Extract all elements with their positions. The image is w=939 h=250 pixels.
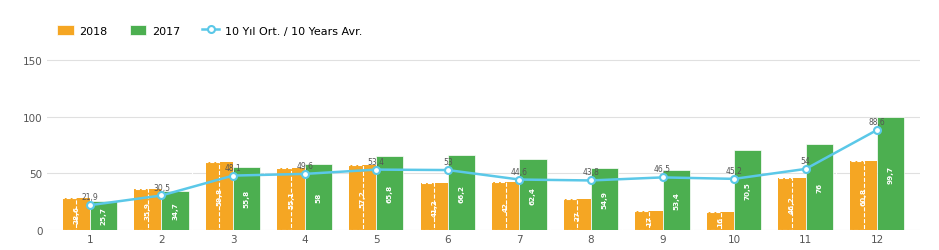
Text: 30,5: 30,5	[153, 183, 170, 192]
Text: 41,2: 41,2	[431, 198, 438, 216]
Bar	[277, 168, 304, 230]
Text: 99,7: 99,7	[888, 165, 894, 183]
Text: 44,6: 44,6	[511, 167, 528, 176]
Text: 28,6: 28,6	[73, 205, 79, 223]
Bar	[121, 190, 147, 230]
Bar	[622, 211, 649, 230]
Bar	[448, 156, 475, 230]
Text: 53,4: 53,4	[673, 191, 679, 209]
Text: 17: 17	[646, 216, 652, 226]
Bar	[134, 190, 162, 230]
Bar	[349, 166, 377, 230]
Text: 57,2: 57,2	[360, 189, 365, 207]
Bar	[407, 184, 434, 230]
Bar	[591, 168, 618, 230]
Text: 55,1: 55,1	[288, 190, 294, 208]
Bar	[479, 183, 506, 230]
Bar	[233, 167, 260, 230]
Text: 21,9: 21,9	[82, 192, 99, 202]
Bar	[663, 170, 690, 230]
Text: 49,6: 49,6	[296, 161, 313, 170]
Text: 60,8: 60,8	[861, 187, 867, 205]
Bar	[550, 200, 577, 230]
Bar	[707, 212, 734, 230]
Bar	[734, 151, 762, 230]
Text: 88,6: 88,6	[869, 118, 885, 126]
Bar	[264, 168, 291, 230]
Text: 53: 53	[443, 158, 453, 166]
Legend: 2018, 2017, 10 Yıl Ort. / 10 Years Avr.: 2018, 2017, 10 Yıl Ort. / 10 Years Avr.	[53, 21, 366, 41]
Bar	[492, 183, 519, 230]
Bar	[765, 178, 793, 230]
Bar	[49, 198, 76, 230]
Bar	[162, 191, 189, 230]
Text: 76: 76	[816, 182, 823, 192]
Bar	[421, 184, 448, 230]
Text: 59,8: 59,8	[217, 187, 223, 206]
Text: 65,8: 65,8	[387, 184, 393, 202]
Bar	[563, 200, 591, 230]
Text: 53,4: 53,4	[368, 157, 385, 166]
Text: 34,7: 34,7	[172, 202, 178, 219]
Text: 54: 54	[801, 156, 810, 165]
Text: 55,8: 55,8	[243, 190, 250, 208]
Text: 54,9: 54,9	[602, 190, 608, 208]
Bar	[377, 156, 404, 230]
Text: 70,5: 70,5	[745, 182, 750, 199]
Text: 66,2: 66,2	[458, 184, 465, 202]
Bar	[335, 166, 362, 230]
Bar	[636, 211, 663, 230]
Text: 43,8: 43,8	[582, 168, 599, 177]
Bar	[693, 212, 720, 230]
Bar	[877, 118, 904, 230]
Bar	[850, 162, 877, 230]
Bar	[837, 162, 864, 230]
Bar	[90, 201, 117, 230]
Text: 25,7: 25,7	[100, 207, 106, 224]
Text: 48,1: 48,1	[224, 163, 241, 172]
Text: 16: 16	[717, 216, 724, 226]
Bar	[206, 163, 233, 230]
Text: 46,2: 46,2	[789, 195, 795, 213]
Text: 35,9: 35,9	[145, 201, 151, 219]
Text: 45,2: 45,2	[726, 166, 743, 175]
Text: 27: 27	[575, 210, 580, 220]
Bar	[192, 163, 220, 230]
Bar	[806, 144, 833, 230]
Text: 42: 42	[502, 202, 509, 211]
Bar	[519, 160, 546, 230]
Bar	[304, 165, 331, 230]
Bar	[63, 198, 90, 230]
Text: 46,5: 46,5	[654, 165, 671, 174]
Text: 62,4: 62,4	[530, 186, 536, 204]
Text: 58: 58	[316, 192, 321, 202]
Bar	[778, 178, 806, 230]
